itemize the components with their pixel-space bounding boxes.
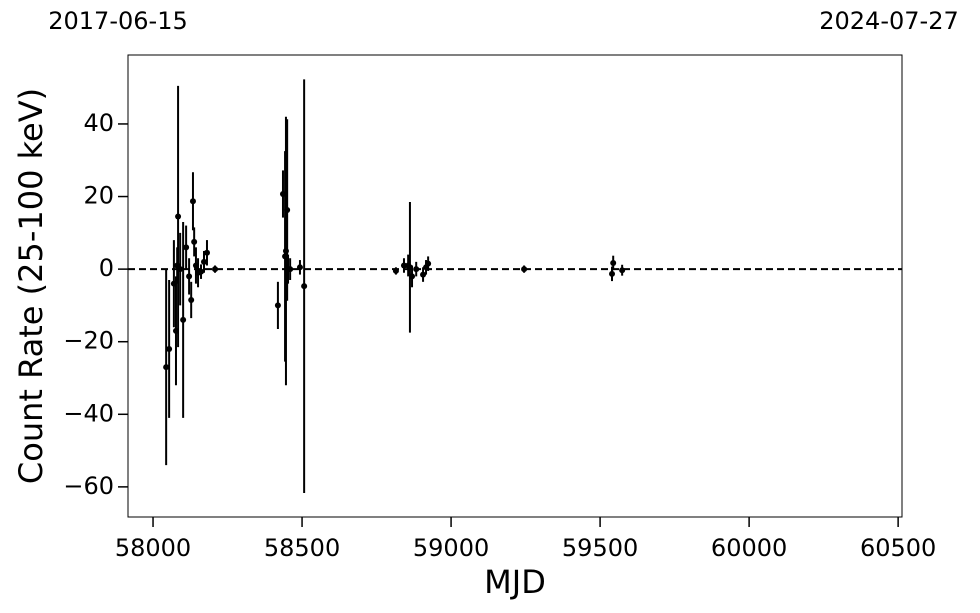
y-tick-label: −40 [63, 399, 114, 427]
y-tick-label: −20 [63, 327, 114, 355]
data-point [191, 238, 198, 245]
data-point [521, 266, 528, 273]
data-point [400, 262, 407, 269]
y-axis-label: Count Rate (25-100 keV) [12, 88, 50, 484]
x-tick-label: 58000 [115, 534, 191, 562]
data-point [175, 213, 182, 220]
data-point [203, 249, 210, 256]
end-date: 2024-07-27 [819, 7, 958, 35]
data-point [212, 266, 219, 273]
data-point [274, 302, 281, 309]
data-point [166, 345, 173, 352]
data-point [409, 273, 416, 280]
data-point [183, 244, 190, 251]
x-tick-label: 60000 [711, 534, 787, 562]
data-point [186, 273, 193, 280]
data-point [189, 198, 196, 205]
x-tick-label: 59000 [413, 534, 489, 562]
data-point [425, 260, 432, 267]
plot-frame [127, 54, 903, 518]
x-tick-label: 60500 [860, 534, 936, 562]
data-point [609, 270, 616, 277]
data-point [200, 258, 207, 265]
data-point [284, 206, 291, 213]
data-point [180, 316, 187, 323]
data-point [188, 296, 195, 303]
y-tick-label: −60 [63, 472, 114, 500]
data-point [296, 264, 303, 271]
x-axis-label: MJD [484, 563, 546, 601]
data-point [420, 271, 427, 278]
data-point [610, 259, 617, 266]
data-point [287, 266, 294, 273]
data-point [301, 283, 308, 290]
y-tick-label: 0 [99, 254, 114, 282]
y-tick-label: 20 [83, 182, 114, 210]
start-date: 2017-06-15 [48, 7, 187, 35]
y-tick-label: 40 [83, 109, 114, 137]
data-point [163, 364, 170, 371]
data-point [619, 267, 626, 274]
data-point [413, 266, 420, 273]
x-tick-label: 58500 [264, 534, 340, 562]
data-point [392, 267, 399, 274]
data-point [198, 268, 205, 275]
data-point [177, 266, 184, 273]
x-tick-label: 59500 [562, 534, 638, 562]
